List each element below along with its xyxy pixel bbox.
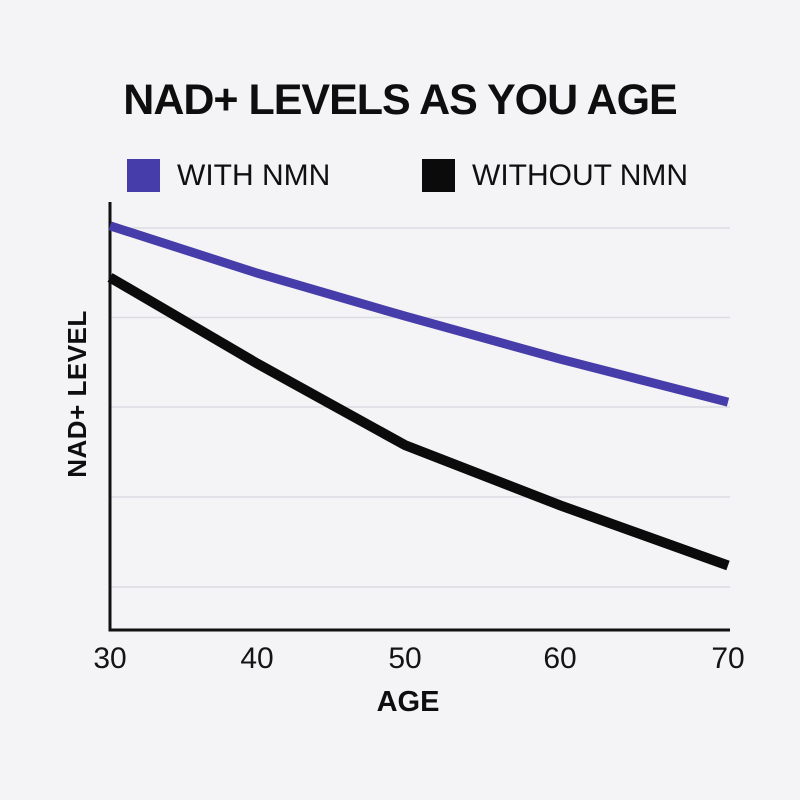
legend-label-without-nmn: WITHOUT NMN	[472, 158, 689, 192]
y-axis-title: NAD+ LEVEL	[62, 310, 92, 478]
legend-item-without-nmn: WITHOUT NMN	[422, 159, 688, 192]
legend-swatch-with-nmn	[127, 159, 160, 192]
chart-title: NAD+ LEVELS AS YOU AGE	[123, 76, 677, 124]
series-line-with-nmn	[108, 221, 730, 407]
x-tick-40: 40	[240, 642, 274, 675]
legend-label-with-nmn: WITH NMN	[177, 158, 331, 192]
legend-swatch-without-nmn	[422, 159, 455, 192]
x-tick-60: 60	[543, 642, 577, 675]
x-tick-70: 70	[711, 642, 745, 675]
x-tick-50: 50	[388, 642, 422, 675]
legend-item-with-nmn: WITH NMN	[127, 159, 330, 192]
series-line-without-nmn	[107, 273, 730, 571]
x-axis-title: AGE	[376, 686, 440, 718]
x-tick-30: 30	[93, 642, 127, 675]
